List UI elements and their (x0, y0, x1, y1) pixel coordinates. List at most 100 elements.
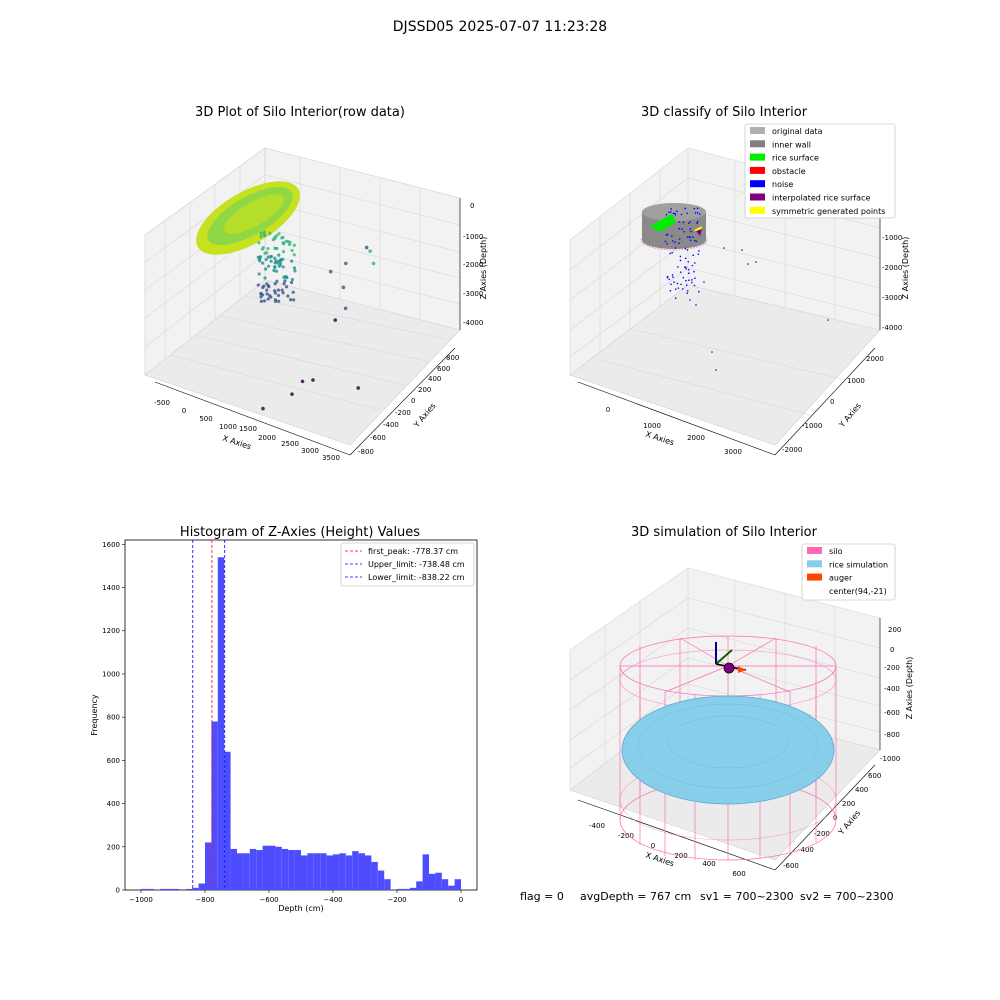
histogram-bar (198, 883, 205, 890)
histogram-bar (358, 853, 365, 890)
histogram-bar (262, 845, 269, 890)
legend-label: center(94,-21) (829, 587, 887, 596)
x-tick-label: 3000 (301, 447, 319, 455)
noise-point (692, 236, 694, 238)
noise-point (698, 213, 701, 215)
x-tick-label: 1000 (219, 423, 237, 431)
legend-label: interpolated rice surface (772, 194, 870, 203)
noise-point (696, 221, 699, 223)
scatter-point (261, 246, 265, 250)
z-tick-label: -200 (884, 664, 900, 672)
y-tick-label: -200 (395, 409, 411, 417)
histogram-bar (147, 888, 154, 890)
raw-point-cloud (256, 230, 297, 303)
x-tick-label: −200 (387, 896, 406, 904)
x-tick-label: 2000 (258, 434, 276, 442)
noise-point (671, 240, 674, 242)
scatter-point (272, 268, 276, 273)
legend-label: obstacle (772, 167, 806, 176)
scatter-point (290, 248, 294, 253)
noise-point (673, 281, 675, 283)
histogram-bar (377, 870, 385, 890)
histogram-y-label: Frequency (90, 694, 99, 736)
noise-point (671, 251, 673, 254)
scatter-point (283, 279, 287, 283)
noise-point (694, 212, 697, 214)
scatter-point (364, 245, 369, 250)
noise-point (670, 208, 673, 210)
noise-point (688, 272, 690, 275)
noise-point (674, 214, 677, 216)
noise-point (692, 254, 695, 256)
z-tick-label: -4000 (882, 324, 902, 332)
scatter-point (290, 277, 295, 282)
noise-point (671, 235, 673, 237)
y-tick-label: 600 (868, 772, 881, 780)
scatter-point (283, 275, 287, 279)
noise-point (674, 288, 677, 290)
legend-swatch (750, 193, 765, 201)
x-tick-label: 500 (199, 415, 212, 423)
histogram-bar (160, 888, 167, 890)
y-tick-label: 1600 (102, 541, 120, 549)
noise-point (680, 283, 682, 286)
noise-point (696, 212, 699, 214)
noise-point (665, 234, 668, 236)
raw-outlier-points (261, 245, 376, 411)
x-tick-label: 0 (182, 407, 186, 415)
noise-point (674, 241, 676, 243)
z-tick-label: -1000 (882, 234, 902, 242)
panel-classify-title: 3D classify of Silo Interior (641, 105, 808, 120)
scatter-point (311, 378, 315, 382)
histogram-bar (185, 888, 193, 890)
z-tick-label: 0 (470, 202, 474, 210)
scatter-point (265, 288, 269, 292)
noise-point (686, 212, 688, 214)
scatter-point (262, 299, 267, 303)
z-axis-label: Z Axies (Depth) (905, 657, 914, 720)
noise-point (694, 277, 696, 279)
histogram-bar (288, 850, 295, 890)
scatter-point (268, 293, 272, 298)
scatter-point (274, 246, 278, 251)
simulation-z-ticks: 200 0 -200 -400 -600 -800 -1000 Z Axies … (880, 626, 914, 763)
noise-point (686, 249, 689, 251)
scatter-point (289, 298, 293, 302)
noise-point (666, 242, 668, 245)
legend-label: noise (772, 180, 793, 189)
scatter-point (328, 269, 333, 274)
noise-point (695, 304, 697, 306)
x-tick-label: −1000 (129, 896, 153, 904)
scatter-point (277, 253, 281, 257)
histogram-y-ticks: 0 200 400 600 800 1000 1200 1400 1600 (102, 541, 125, 895)
y-tick-label: -600 (783, 862, 799, 870)
figure-title: DJSSD05 2025-07-07 11:23:28 (393, 19, 607, 35)
classify-z-ticks: 0 -1000 -2000 -3000 -4000 Z Axies (Depth… (882, 203, 910, 332)
histogram-bar (365, 855, 372, 890)
histogram-bar (345, 855, 353, 890)
z-tick-label: -800 (884, 731, 900, 739)
noise-point (827, 319, 829, 321)
histogram-x-label: Depth (cm) (278, 904, 323, 913)
scatter-point (257, 241, 261, 245)
scatter-point (273, 291, 277, 295)
scatter-point (263, 276, 267, 280)
legend-swatch (807, 560, 822, 568)
y-tick-label: -800 (358, 448, 374, 456)
y-tick-label: -200 (814, 830, 830, 838)
scatter-point (293, 269, 297, 273)
noise-point (678, 238, 681, 240)
scatter-point (277, 299, 281, 303)
scatter-point (262, 230, 266, 234)
scatter-point (261, 285, 265, 290)
noise-point (696, 207, 699, 210)
noise-point (689, 221, 691, 223)
histogram-bar (166, 888, 173, 890)
legend-label: first_peak: -778.37 cm (368, 547, 458, 556)
classify-silo-cylinder (640, 203, 708, 251)
histogram-bar (192, 887, 199, 890)
scatter-point (300, 379, 305, 384)
noise-point (697, 253, 700, 256)
noise-point (755, 261, 757, 263)
